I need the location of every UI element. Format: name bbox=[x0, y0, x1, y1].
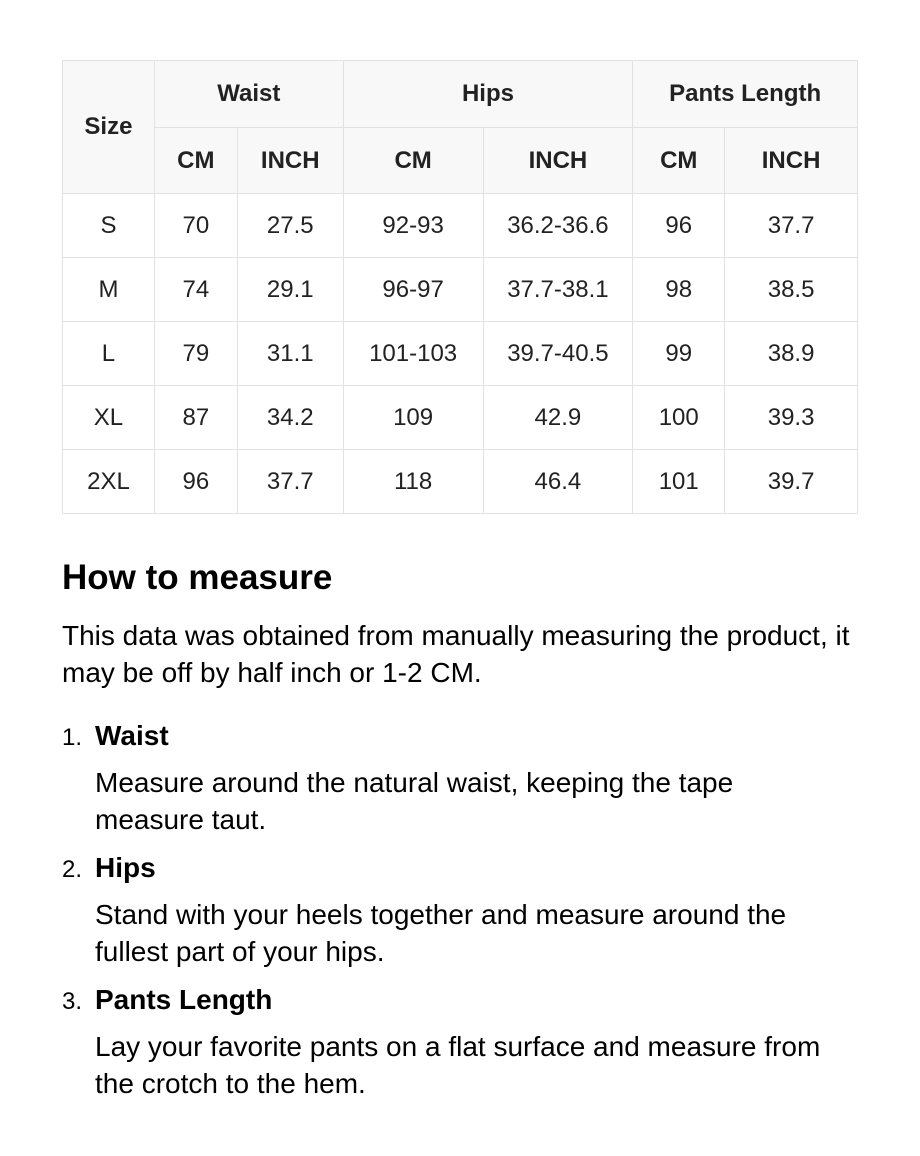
step-title: Pants Length bbox=[95, 984, 273, 1015]
pants-length-group-header: Pants Length bbox=[632, 60, 858, 128]
step-hips: 2. Hips Stand with your heels together a… bbox=[62, 849, 858, 970]
table-cell: 42.9 bbox=[482, 385, 634, 450]
size-label: L bbox=[62, 321, 155, 386]
step-title: Waist bbox=[95, 720, 169, 751]
size-label: 2XL bbox=[62, 449, 155, 514]
hips-group-header: Hips bbox=[342, 60, 634, 128]
waist-cm-header: CM bbox=[153, 127, 238, 194]
table-cell: 109 bbox=[342, 385, 484, 450]
table-cell: 37.7 bbox=[236, 449, 344, 514]
how-to-measure-intro: This data was obtained from manually mea… bbox=[62, 620, 850, 688]
table-cell: 99 bbox=[632, 321, 726, 386]
step-body: Waist Measure around the natural waist, … bbox=[95, 717, 840, 838]
step-pants-length: 3. Pants Length Lay your favorite pants … bbox=[62, 981, 858, 1102]
size-column-header: Size bbox=[62, 60, 155, 194]
table-cell: 101 bbox=[632, 449, 726, 514]
step-body: Hips Stand with your heels together and … bbox=[95, 849, 840, 970]
page: Size Waist Hips Pants Length CM INCH CM … bbox=[62, 60, 858, 1102]
table-row-2xl: 2XL 96 37.7 118 46.4 101 39.7 bbox=[62, 449, 858, 514]
table-group-header-row: Size Waist Hips Pants Length bbox=[62, 60, 858, 194]
table-cell: 27.5 bbox=[236, 193, 344, 258]
table-cell: 37.7 bbox=[724, 193, 858, 258]
table-cell: 38.5 bbox=[724, 257, 858, 322]
table-row-s: S 70 27.5 92-93 36.2-36.6 96 37.7 bbox=[62, 193, 858, 258]
step-waist: 1. Waist Measure around the natural wais… bbox=[62, 717, 858, 838]
table-cell: 101-103 bbox=[342, 321, 484, 386]
hips-cm-header: CM bbox=[342, 127, 484, 194]
table-cell: 39.3 bbox=[724, 385, 858, 450]
pants-length-cm-header: CM bbox=[632, 127, 726, 194]
table-row-m: M 74 29.1 96-97 37.7-38.1 98 38.5 bbox=[62, 257, 858, 322]
table-cell: 118 bbox=[342, 449, 484, 514]
table-cell: 74 bbox=[153, 257, 238, 322]
step-body: Pants Length Lay your favorite pants on … bbox=[95, 981, 840, 1102]
size-label: S bbox=[62, 193, 155, 258]
size-label: M bbox=[62, 257, 155, 322]
table-cell: 96 bbox=[632, 193, 726, 258]
table-row-l: L 79 31.1 101-103 39.7-40.5 99 38.9 bbox=[62, 321, 858, 386]
step-title: Hips bbox=[95, 852, 156, 883]
table-cell: 36.2-36.6 bbox=[482, 193, 634, 258]
step-description: Stand with your heels together and measu… bbox=[95, 899, 787, 967]
table-cell: 39.7 bbox=[724, 449, 858, 514]
waist-inch-header: INCH bbox=[236, 127, 344, 194]
measure-steps-list: 1. Waist Measure around the natural wais… bbox=[62, 717, 858, 1102]
pants-length-inch-header: INCH bbox=[724, 127, 858, 194]
table-cell: 87 bbox=[153, 385, 238, 450]
waist-group-header: Waist bbox=[153, 60, 344, 128]
size-label: XL bbox=[62, 385, 155, 450]
table-cell: 100 bbox=[632, 385, 726, 450]
size-chart-table: Size Waist Hips Pants Length CM INCH CM … bbox=[62, 60, 858, 514]
step-number: 2. bbox=[62, 856, 83, 883]
table-cell: 38.9 bbox=[724, 321, 858, 386]
step-number: 3. bbox=[62, 988, 83, 1015]
table-unit-header-row: CM INCH CM INCH CM INCH bbox=[63, 127, 858, 194]
table-cell: 39.7-40.5 bbox=[482, 321, 634, 386]
table-cell: 31.1 bbox=[236, 321, 344, 386]
table-cell: 98 bbox=[632, 257, 726, 322]
table-cell: 46.4 bbox=[482, 449, 634, 514]
table-cell: 96-97 bbox=[342, 257, 484, 322]
hips-inch-header: INCH bbox=[482, 127, 634, 194]
table-cell: 34.2 bbox=[236, 385, 344, 450]
how-to-measure-heading: How to measure bbox=[62, 558, 333, 597]
step-description: Lay your favorite pants on a flat surfac… bbox=[95, 1031, 821, 1099]
step-number: 1. bbox=[62, 724, 83, 751]
table-cell: 92-93 bbox=[342, 193, 484, 258]
table-cell: 70 bbox=[153, 193, 238, 258]
step-description: Measure around the natural waist, keepin… bbox=[95, 767, 734, 835]
table-cell: 96 bbox=[153, 449, 238, 514]
table-cell: 79 bbox=[153, 321, 238, 386]
table-cell: 29.1 bbox=[236, 257, 344, 322]
table-cell: 37.7-38.1 bbox=[482, 257, 634, 322]
table-row-xl: XL 87 34.2 109 42.9 100 39.3 bbox=[62, 385, 858, 450]
